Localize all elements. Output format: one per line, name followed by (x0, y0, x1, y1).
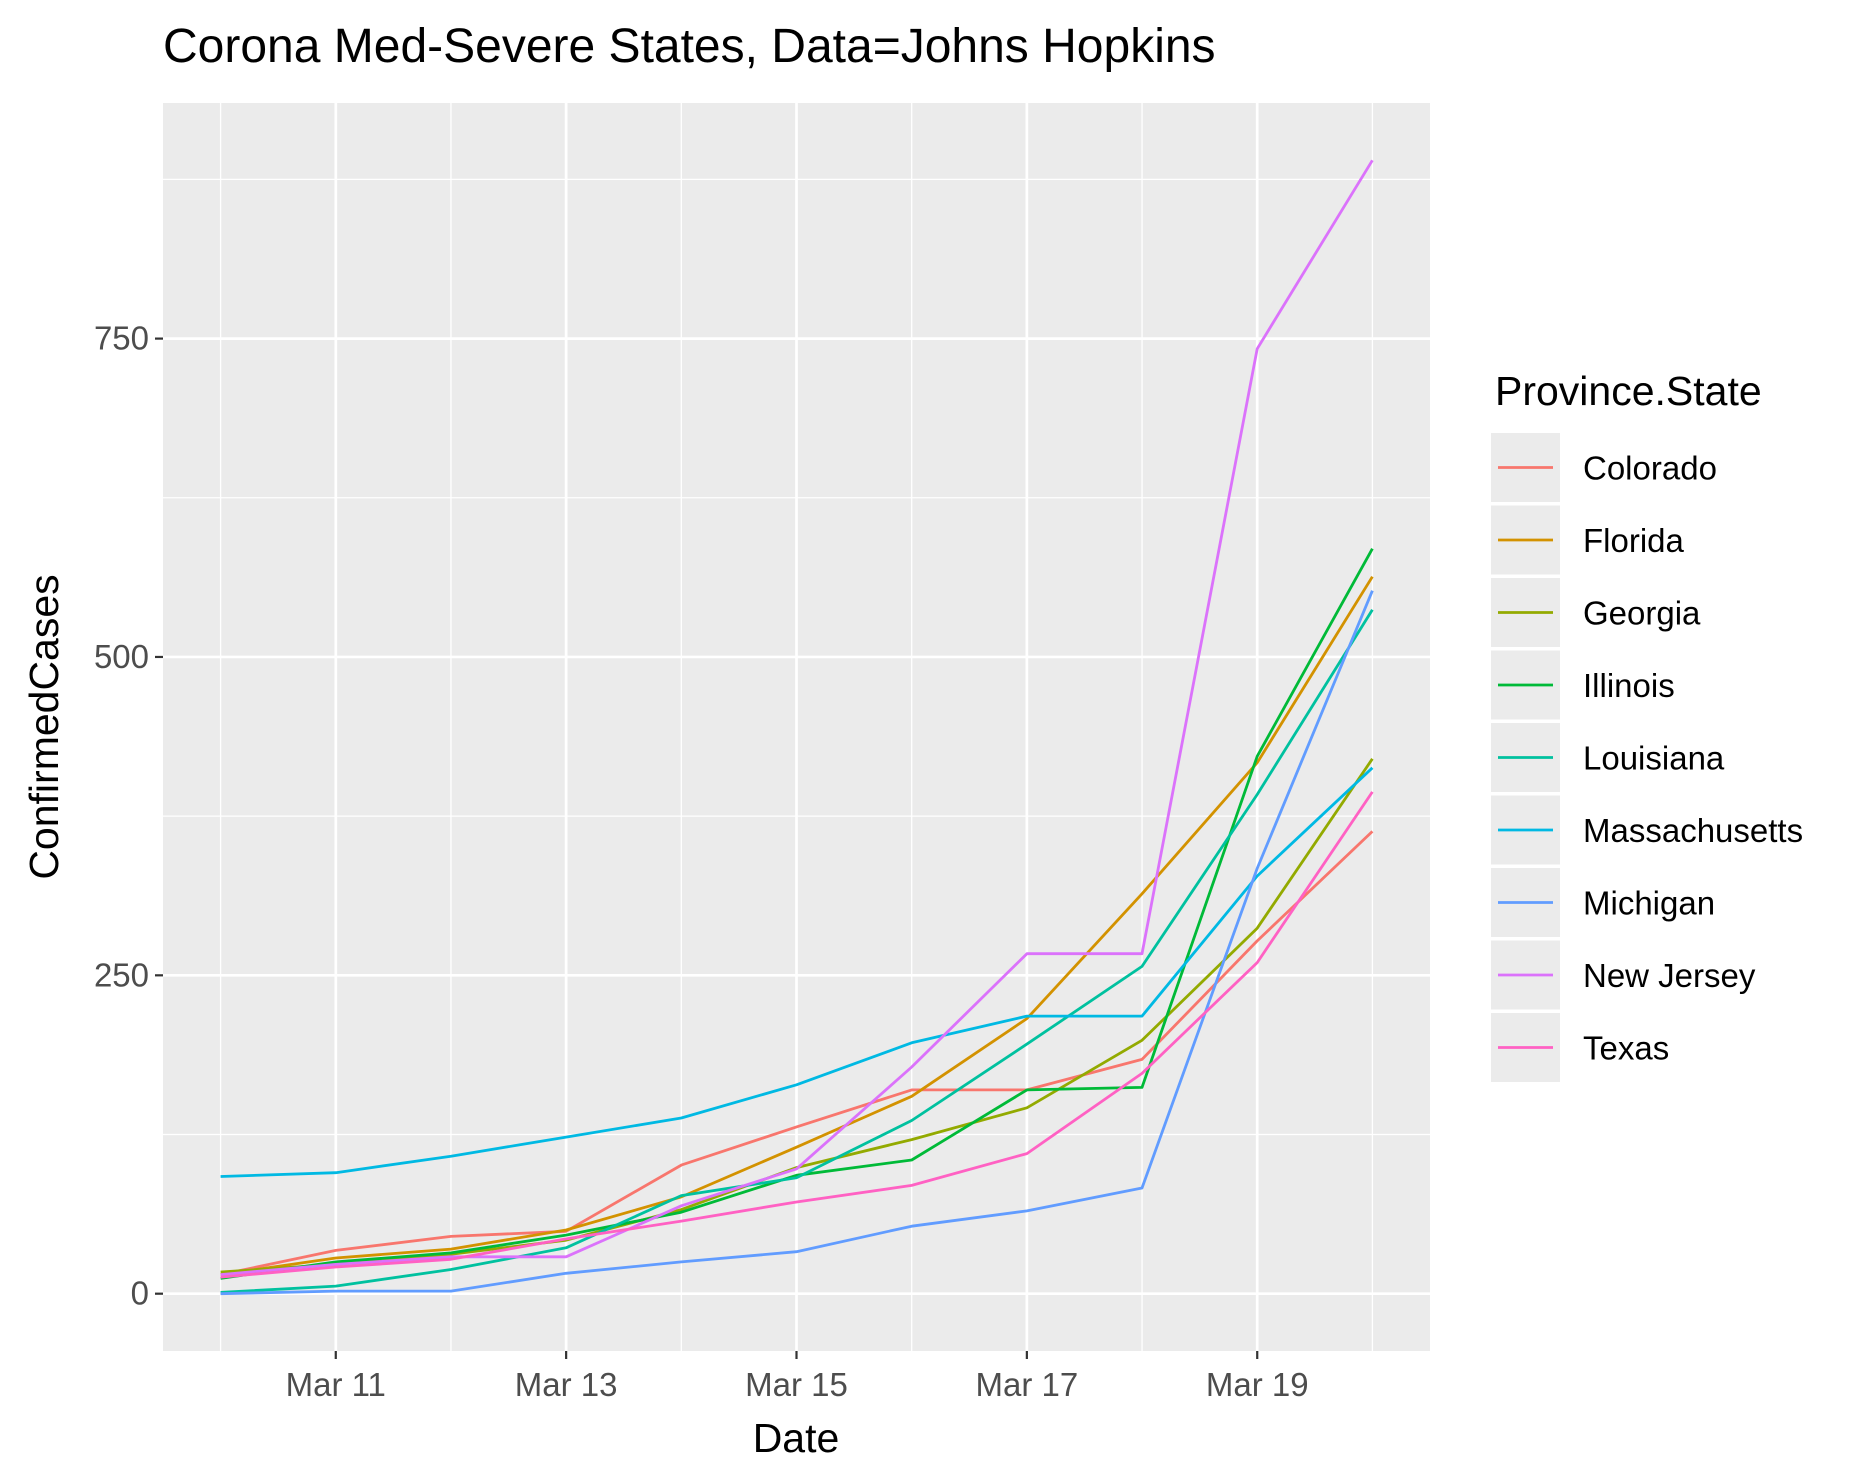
legend-label-illinois: Illinois (1583, 667, 1675, 704)
x-tick-label: Mar 11 (286, 1366, 386, 1403)
series-line-florida (220, 575, 1374, 1276)
series-line-texas (220, 791, 1374, 1279)
y-tick-label: 500 (94, 638, 149, 675)
x-tick-label: Mar 15 (745, 1366, 848, 1403)
legend-title: Province.State (1495, 368, 1762, 414)
legend-items: Colorado Florida Georgia Illinois Louisiana M… (1491, 433, 1803, 1082)
series-line-louisiana (220, 609, 1374, 1294)
legend-label-massachusetts: Massachusetts (1583, 812, 1803, 849)
chart-title: Corona Med-Severe States, Data=Johns Hop… (163, 20, 1216, 73)
series-line-illinois (220, 548, 1374, 1280)
legend-label-georgia: Georgia (1583, 595, 1701, 632)
legend-label-new-jersey: New Jersey (1583, 957, 1756, 994)
series-line-new-jersey (220, 159, 1374, 1276)
legend-label-colorado: Colorado (1583, 450, 1717, 487)
legend: Province.State Colorado Florida Georgia Ill… (1491, 368, 1803, 1082)
x-tick-label: Mar 19 (1206, 1366, 1309, 1403)
x-tick-label: Mar 17 (976, 1366, 1079, 1403)
y-tick-label: 250 (94, 956, 149, 993)
series-line-massachusetts (220, 766, 1374, 1178)
y-tick-label: 0 (131, 1275, 149, 1312)
legend-label-louisiana: Louisiana (1583, 740, 1725, 777)
x-tick-label: Mar 13 (515, 1366, 618, 1403)
legend-label-michigan: Michigan (1583, 885, 1715, 922)
grid-lines (163, 103, 1430, 1351)
axes: 0 250 500 750 Mar 11 Mar 13 Mar 15 Mar 17 Mar 19 (94, 320, 1309, 1403)
series-line-michigan (220, 590, 1374, 1296)
x-axis-title: Date (753, 1415, 840, 1461)
y-axis-title: ConfirmedCases (21, 574, 67, 879)
y-tick-label: 750 (94, 320, 149, 357)
series-line-colorado (220, 830, 1374, 1276)
legend-label-florida: Florida (1583, 522, 1685, 559)
legend-label-texas: Texas (1583, 1030, 1669, 1067)
series-lines (220, 159, 1374, 1296)
